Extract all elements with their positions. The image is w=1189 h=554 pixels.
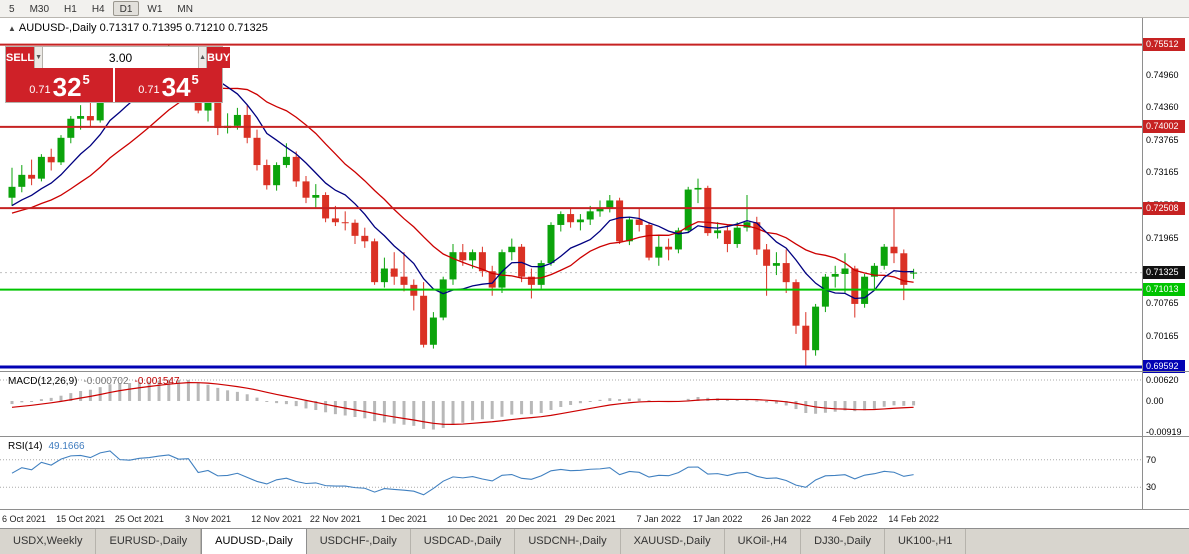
date-label: 3 Nov 2021 (184, 514, 232, 524)
panel-separator[interactable] (0, 436, 1189, 437)
main-chart-canvas[interactable] (0, 0, 1142, 510)
date-label: 14 Feb 2022 (888, 514, 939, 524)
macd-signal-line (11, 382, 914, 425)
rsi-indicator-label: RSI(14) 49.1666 (8, 441, 85, 452)
price-tick-label: 0.70165 (1146, 330, 1179, 341)
buy-price-sup: 5 (191, 72, 199, 87)
macd-axis-label: -0.00919 (1146, 427, 1182, 438)
sell-price-sup: 5 (82, 72, 90, 87)
chart-tab-uk100-h1[interactable]: UK100-,H1 (885, 529, 967, 554)
timeframe-button-H1[interactable]: H1 (64, 4, 77, 15)
timeframe-button-5[interactable]: 5 (9, 4, 15, 15)
date-label: 10 Dec 2021 (447, 514, 499, 524)
buy-price-prefix: 0.71 (138, 84, 160, 96)
rsi-value: 49.1666 (48, 441, 85, 452)
chart-tab-ukoil-h4[interactable]: UKOil-,H4 (725, 529, 802, 554)
price-level-tag-0.75512: 0.75512 (1143, 38, 1185, 52)
date-label: 6 Oct 2021 (2, 514, 47, 524)
price-tick-label: 0.70765 (1146, 298, 1179, 309)
chart-ohlc-header: ▲ AUDUSD-,Daily 0.71317 0.71395 0.71210 0… (8, 22, 268, 34)
rsi-line (11, 450, 914, 496)
price-level-tag-0.69592: 0.69592 (1143, 360, 1185, 374)
timeframe-button-MN[interactable]: MN (177, 4, 193, 15)
timeframe-button-H4[interactable]: H4 (91, 4, 105, 15)
price-tick-label: 0.73765 (1146, 134, 1179, 145)
chart-tab-usdchf-daily[interactable]: USDCHF-,Daily (307, 529, 411, 554)
sell-button[interactable]: 0.71 32 5 (6, 68, 113, 102)
buy-price-big: 34 (161, 72, 191, 102)
panel-separator[interactable] (0, 371, 1189, 372)
date-label: 7 Jan 2022 (636, 514, 682, 524)
timeframe-button-W1[interactable]: W1 (147, 4, 163, 15)
sell-price-prefix: 0.71 (29, 84, 51, 96)
date-label: 20 Dec 2021 (505, 514, 557, 524)
date-label: 4 Feb 2022 (832, 514, 878, 524)
current-price-tag: 0.71325 (1143, 266, 1185, 280)
date-label: 1 Dec 2021 (380, 514, 428, 524)
timeframe-toolbar: 5 M30 H1 H4 D1 W1 MN (0, 0, 1189, 18)
chart-tab-eurusd-daily[interactable]: EURUSD-,Daily (96, 529, 202, 554)
chart-tab-usdcnh-daily[interactable]: USDCNH-,Daily (515, 529, 621, 554)
macd-signal-value: -0.001547 (134, 376, 180, 387)
macd-axis-label: 0.00620 (1146, 375, 1179, 386)
price-level-tag-0.71013: 0.71013 (1143, 283, 1185, 297)
volume-decrease-button[interactable]: ▼ (34, 47, 44, 68)
timeframe-button-M30[interactable]: M30 (29, 4, 50, 15)
buy-label-button[interactable]: BUY (207, 47, 231, 68)
buy-button[interactable]: 0.71 34 5 (115, 68, 222, 102)
panel-separator (0, 509, 1189, 510)
symbol-marker-icon: ▲ (8, 24, 16, 33)
symbol-name: AUDUSD-,Daily (18, 22, 97, 34)
date-label: 12 Nov 2021 (251, 514, 303, 524)
macd-indicator-label: MACD(12,26,9) -0.000702 -0.001547 (8, 376, 180, 387)
date-label: 26 Jan 2022 (761, 514, 811, 524)
sell-price-big: 32 (52, 72, 82, 102)
chart-tab-dj30-daily[interactable]: DJ30-,Daily (801, 529, 885, 554)
price-level-tag-0.72508: 0.72508 (1143, 201, 1185, 215)
chart-tab-usdcad-daily[interactable]: USDCAD-,Daily (411, 529, 516, 554)
price-tick-label: 0.74960 (1146, 69, 1179, 80)
one-click-trading-panel: SELL ▼ ▲ BUY 0.71 32 5 0.71 34 5 (5, 46, 231, 103)
price-tick-label: 0.74360 (1146, 102, 1179, 113)
timeframe-button-D1[interactable]: D1 (112, 1, 140, 16)
ohlc-values: 0.71317 0.71395 0.71210 0.71325 (99, 22, 268, 34)
date-label: 17 Jan 2022 (692, 514, 743, 524)
date-label: 25 Oct 2021 (114, 514, 164, 524)
time-axis[interactable]: 6 Oct 2021 15 Oct 2021 25 Oct 2021 3 Nov 20… (0, 510, 1142, 528)
price-tick-label: 0.73165 (1146, 167, 1179, 178)
price-tick-label: 0.71965 (1146, 232, 1179, 243)
chart-tab-xauusd-daily[interactable]: XAUUSD-,Daily (621, 529, 725, 554)
macd-main-value: -0.000702 (83, 376, 129, 387)
date-label: 22 Nov 2021 (309, 514, 361, 524)
ma-slow-line (11, 87, 914, 283)
date-label: 29 Dec 2021 (564, 514, 616, 524)
macd-axis-label: 0.00 (1146, 396, 1164, 406)
date-label: 15 Oct 2021 (56, 514, 106, 524)
volume-input[interactable] (43, 47, 199, 68)
sell-label-button[interactable]: SELL (6, 47, 35, 68)
chart-tabs-bar: USDX,Weekly EURUSD-,Daily AUDUSD-,Daily USD… (0, 528, 1189, 554)
rsi-axis-label: 30 (1146, 482, 1157, 493)
price-axis[interactable]: 0.749600.743600.737650.731650.725650.719… (1143, 0, 1189, 510)
volume-increase-button[interactable]: ▲ (198, 47, 207, 68)
macd-histogram (10, 379, 916, 430)
price-level-tag-0.74002: 0.74002 (1143, 120, 1185, 134)
price-axis-separator (1142, 18, 1143, 510)
chart-tab-usdx-weekly[interactable]: USDX,Weekly (0, 529, 97, 554)
rsi-axis-label: 70 (1146, 454, 1157, 465)
chart-tab-audusd-daily[interactable]: AUDUSD-,Daily (201, 529, 307, 554)
